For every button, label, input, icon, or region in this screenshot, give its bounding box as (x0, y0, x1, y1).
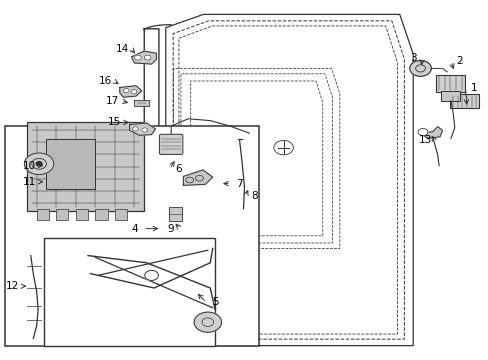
Text: 15: 15 (108, 117, 122, 127)
Bar (449, 94, 478, 108)
Polygon shape (120, 86, 142, 97)
Circle shape (123, 89, 129, 93)
Circle shape (144, 55, 151, 60)
Polygon shape (129, 123, 155, 135)
Bar (440, 91, 459, 101)
Circle shape (36, 162, 42, 166)
Bar (5, 126, 259, 346)
Circle shape (132, 127, 138, 131)
Text: 5: 5 (211, 297, 218, 307)
Text: 6: 6 (175, 164, 182, 174)
Circle shape (134, 55, 141, 60)
Text: 8: 8 (250, 191, 257, 201)
Text: 10: 10 (23, 161, 36, 171)
Text: 12: 12 (5, 281, 19, 291)
Bar (134, 100, 149, 106)
Bar (56, 209, 68, 220)
Circle shape (144, 270, 158, 280)
Text: 11: 11 (22, 177, 36, 187)
Circle shape (24, 153, 54, 175)
Bar (115, 209, 127, 220)
Polygon shape (183, 170, 212, 185)
FancyBboxPatch shape (159, 134, 183, 154)
Bar (37, 209, 49, 220)
Text: 13: 13 (418, 135, 431, 145)
Circle shape (194, 312, 221, 332)
Text: 16: 16 (98, 76, 112, 86)
Text: 7: 7 (236, 179, 243, 189)
Circle shape (417, 129, 427, 136)
Circle shape (142, 128, 147, 132)
Polygon shape (418, 127, 442, 138)
Bar (44, 238, 215, 346)
Text: 3: 3 (409, 53, 416, 63)
Text: 9: 9 (167, 224, 174, 234)
Bar (95, 209, 107, 220)
Circle shape (131, 90, 137, 94)
Bar (46, 139, 95, 189)
Text: 1: 1 (470, 83, 477, 93)
Polygon shape (132, 51, 156, 64)
Text: 2: 2 (455, 56, 462, 66)
Bar (27, 122, 144, 211)
Circle shape (409, 60, 430, 76)
Text: 14: 14 (115, 44, 129, 54)
Text: 17: 17 (105, 96, 119, 106)
Bar (76, 209, 88, 220)
Bar (435, 75, 464, 92)
Text: 4: 4 (131, 224, 138, 234)
Bar (168, 207, 182, 221)
